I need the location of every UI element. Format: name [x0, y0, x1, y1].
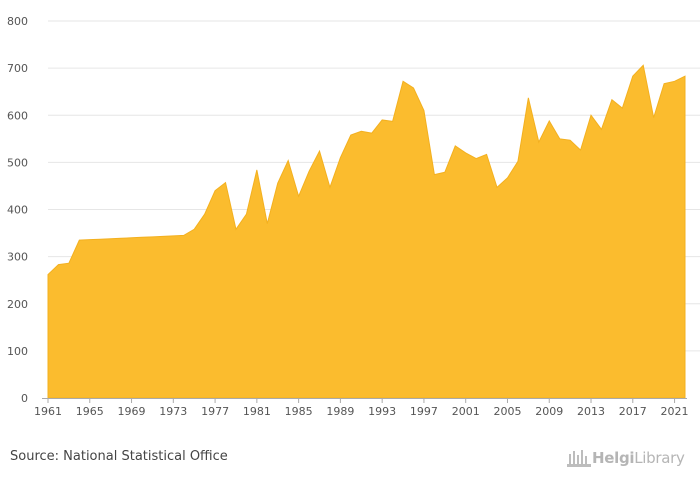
y-tick-label: 300: [7, 251, 28, 264]
x-tick-label: 1981: [243, 405, 271, 418]
y-tick-label: 100: [7, 345, 28, 358]
helgi-library-logo: HelgiLibrary: [566, 447, 692, 469]
x-tick-label: 2005: [493, 405, 521, 418]
x-axis-ticks: 1961 1965 1969 1973 1977 1981 1985 1989 1993 1997…: [34, 398, 689, 418]
x-tick-label: 2001: [452, 405, 480, 418]
series-area: [47, 64, 686, 399]
source-note: Source: National Statistical Office: [10, 449, 228, 464]
y-axis-ticks: 0 100 200 300 400 500 600 700 800: [7, 15, 28, 405]
x-tick-label: 2017: [619, 405, 647, 418]
helgi-library-building-icon: [567, 450, 591, 467]
y-tick-label: 200: [7, 298, 28, 311]
y-tick-label: 700: [7, 62, 28, 75]
y-tick-label: 0: [21, 392, 28, 405]
y-tick-label: 500: [7, 156, 28, 169]
logo-text-regular: Library: [634, 449, 685, 467]
x-tick-label: 1969: [118, 405, 146, 418]
x-tick-label: 1965: [76, 405, 104, 418]
logo-wordmark: HelgiLibrary: [592, 449, 685, 467]
y-tick-label: 400: [7, 204, 28, 217]
y-tick-label: 600: [7, 109, 28, 122]
x-tick-label: 2013: [577, 405, 605, 418]
x-tick-label: 1977: [201, 405, 229, 418]
x-tick-label: 1961: [34, 405, 62, 418]
x-tick-label: 2021: [661, 405, 689, 418]
x-tick-label: 2009: [535, 405, 563, 418]
x-tick-label: 1993: [368, 405, 396, 418]
x-tick-label: 1985: [285, 405, 313, 418]
x-tick-label: 1989: [326, 405, 354, 418]
logo-text-bold: Helgi: [592, 449, 635, 467]
y-tick-label: 800: [7, 15, 28, 28]
x-tick-label: 1973: [159, 405, 187, 418]
x-tick-label: 1997: [410, 405, 438, 418]
